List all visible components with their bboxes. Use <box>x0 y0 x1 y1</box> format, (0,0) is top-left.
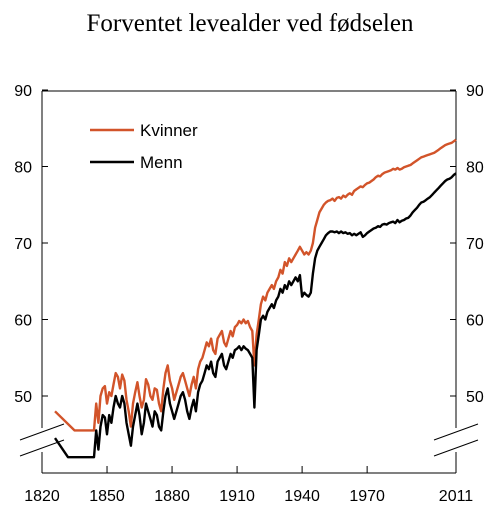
series-line-kvinner <box>54 138 457 432</box>
x-tick-label: 2011 <box>439 488 474 505</box>
x-tick-label: 1880 <box>154 488 190 505</box>
y-tick-label-left: 80 <box>14 160 32 177</box>
y-tick-label-right: 50 <box>466 389 484 406</box>
x-tick-label: 1850 <box>89 488 125 505</box>
x-tick-label: 1970 <box>349 488 385 505</box>
axis-break-mark-right-0 <box>433 423 479 441</box>
y-tick-label-left: 90 <box>14 83 32 100</box>
axis-break-mark-right-1 <box>433 439 479 457</box>
chart-axes: 50 60 70 80 90 50 60 70 80 90 1820 1850 1880 1910 1940… <box>14 83 484 505</box>
axis-break-mark-left-0 <box>19 423 65 441</box>
y-tick-label-left: 70 <box>14 236 32 253</box>
y-tick-label-right: 70 <box>466 236 484 253</box>
x-tick-label: 1910 <box>219 488 255 505</box>
series-line-menn <box>54 172 457 459</box>
legend-label-kvinner: Kvinner <box>140 121 198 140</box>
y-tick-label-right: 80 <box>466 160 484 177</box>
x-tick-label: 1820 <box>24 488 60 505</box>
x-tick-label: 1940 <box>284 488 320 505</box>
legend-label-menn: Menn <box>140 153 183 172</box>
series-layer <box>54 138 457 459</box>
y-tick-label-right: 90 <box>466 83 484 100</box>
y-tick-label-left: 50 <box>14 389 32 406</box>
y-tick-label-left: 60 <box>14 313 32 330</box>
chart-legend: Kvinner Menn <box>90 121 198 172</box>
y-tick-label-right: 60 <box>466 313 484 330</box>
chart-title: Forventet levealder ved fødselen <box>86 10 414 37</box>
